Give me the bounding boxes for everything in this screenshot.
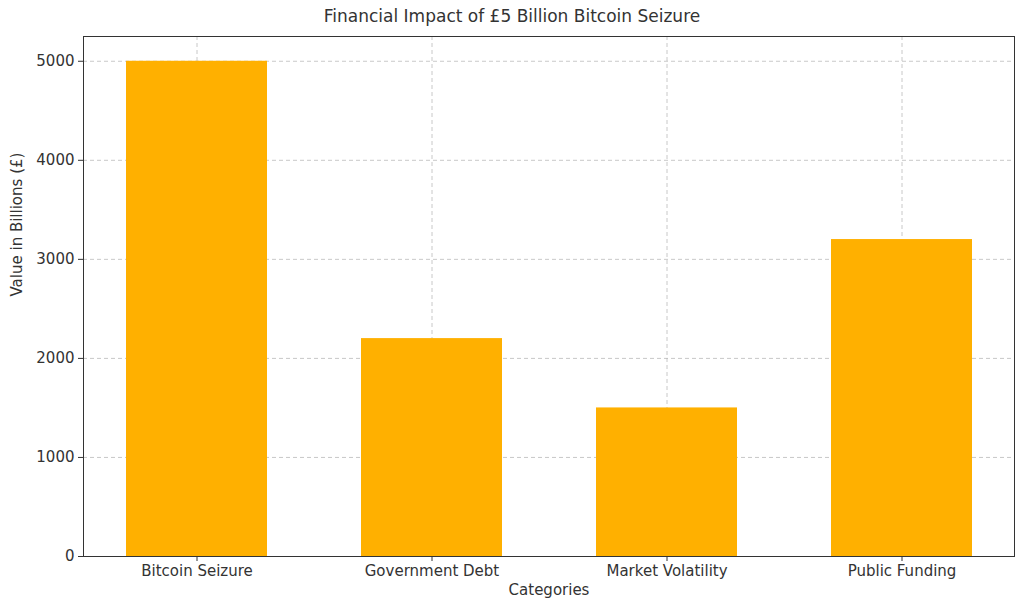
svg-text:Bitcoin Seizure: Bitcoin Seizure xyxy=(141,562,253,580)
svg-text:Value in Billions (£): Value in Billions (£) xyxy=(8,153,26,297)
svg-text:5000: 5000 xyxy=(36,52,74,70)
svg-text:1000: 1000 xyxy=(36,448,74,466)
svg-text:4000: 4000 xyxy=(36,151,74,169)
svg-text:Market Volatility: Market Volatility xyxy=(606,562,727,580)
svg-text:2000: 2000 xyxy=(36,349,74,367)
svg-text:3000: 3000 xyxy=(36,250,74,268)
svg-text:Public Funding: Public Funding xyxy=(848,562,957,580)
svg-text:0: 0 xyxy=(65,547,75,565)
svg-text:Government Debt: Government Debt xyxy=(365,562,500,580)
svg-text:Categories: Categories xyxy=(509,581,590,599)
html-text:Financial Impact of £5 Billion: Financial Impact of £5 Billion Bitcoin S… xyxy=(323,6,701,26)
